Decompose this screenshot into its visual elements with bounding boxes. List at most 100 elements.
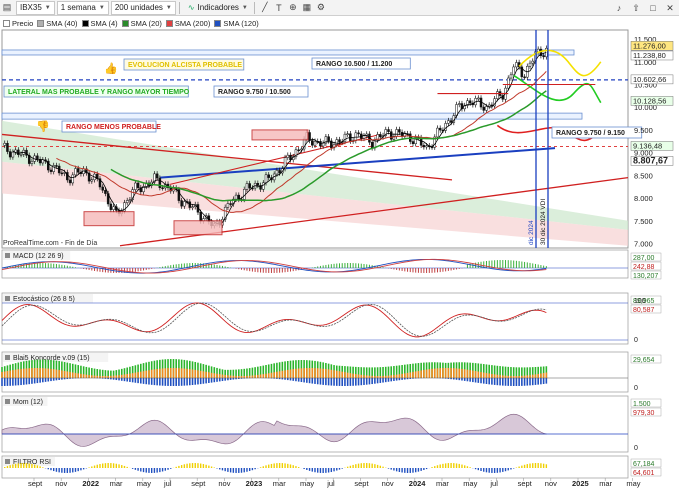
- candle-body: [226, 203, 230, 208]
- indicators-button[interactable]: ∿ Indicadores ▼: [185, 1, 251, 15]
- zoom-icon[interactable]: ⊕: [289, 2, 297, 12]
- price-tag-label: 10.602,66: [633, 75, 666, 84]
- candle-body: [155, 173, 159, 179]
- candle-body: [11, 151, 15, 158]
- box-2023: [251, 129, 309, 141]
- time-axis-label: mar: [273, 479, 286, 488]
- candle-body: [330, 140, 333, 149]
- symbol-selector[interactable]: IBX35 ▼: [16, 0, 55, 15]
- share-icon[interactable]: ⇧: [632, 2, 640, 13]
- legend-item[interactable]: SMA (4): [81, 18, 118, 28]
- period-selector[interactable]: 1 semana ▼: [56, 0, 109, 15]
- candle-body: [256, 182, 260, 186]
- candle-body: [17, 149, 20, 155]
- instrument-icon[interactable]: ▤: [2, 2, 12, 12]
- text-tool-icon[interactable]: T: [276, 2, 282, 13]
- grid-icon[interactable]: ▦: [302, 2, 312, 12]
- legend-item[interactable]: Precio: [3, 19, 33, 28]
- candle-body: [177, 189, 181, 201]
- candle-body: [335, 139, 339, 145]
- candle-body: [392, 135, 396, 140]
- indicator-title-bg: [3, 353, 109, 362]
- indicator-value-tag: 287,00: [630, 252, 662, 262]
- candle-body: [123, 202, 126, 212]
- source-label: ProRealTime.com - Fin de Día: [3, 240, 97, 247]
- chevron-down-icon: ▼: [98, 4, 105, 11]
- indicator-title: Blai5 Koncorde v.09 (15): [13, 355, 90, 362]
- units-selector[interactable]: 200 unidades ▼: [110, 0, 176, 15]
- low-box-2022b: [173, 220, 223, 236]
- price-tag-box: [630, 96, 674, 106]
- candle-body: [71, 174, 75, 184]
- candle-body: [379, 134, 382, 138]
- legend-item[interactable]: SMA (200): [165, 19, 210, 28]
- candle-body: [376, 134, 379, 141]
- bell-icon[interactable]: ♪: [616, 3, 622, 13]
- candle-body: [278, 170, 281, 174]
- candle-body: [6, 142, 9, 152]
- candle-body: [531, 60, 534, 64]
- indicator-panel-frame: [1, 249, 629, 279]
- settings-icon[interactable]: ⚙: [316, 2, 325, 12]
- indicator-value-tag: 89,965: [630, 295, 662, 305]
- candle-body: [283, 157, 287, 169]
- time-axis-label: sept: [28, 479, 43, 488]
- annotation-rango-bajo: RANGO 9.750 / 9.150: [551, 126, 643, 139]
- candle-body: [180, 200, 183, 207]
- candle-body: [370, 141, 374, 149]
- indicator-axis-label: 0: [634, 385, 638, 392]
- candle-body: [512, 66, 515, 76]
- close-icon[interactable]: ✕: [666, 2, 674, 13]
- price-tag-box: [630, 156, 674, 166]
- time-axis-label: jul: [163, 479, 172, 488]
- candle-body: [104, 190, 107, 194]
- time-axis-label: sept: [354, 479, 369, 488]
- time-axis-label: may: [300, 479, 314, 488]
- chevron-down-icon: ▼: [44, 4, 51, 11]
- candle-body: [49, 169, 53, 172]
- maximize-icon[interactable]: □: [650, 3, 656, 13]
- price-tag-label: 11.276,00: [633, 41, 666, 50]
- draw-line-icon[interactable]: ╱: [262, 2, 268, 12]
- candle-body: [229, 203, 232, 205]
- price-axis-label: 8.000: [634, 194, 653, 203]
- candle-body: [52, 165, 55, 172]
- candle-body: [395, 129, 398, 137]
- candle-body: [520, 66, 524, 78]
- price-axis-label: 7.000: [634, 239, 653, 248]
- candle-body: [112, 206, 115, 210]
- price-axis-label: 11.500: [634, 35, 656, 44]
- legend-item[interactable]: SMA (40): [37, 18, 78, 28]
- indicator-collapse-icon: [5, 296, 10, 301]
- legend-item[interactable]: SMA (120): [214, 19, 259, 28]
- price-tag: 10.602,66: [630, 74, 674, 85]
- time-axis-label: mar: [110, 479, 123, 488]
- price-tag-box: [630, 41, 674, 51]
- candle-body: [324, 136, 328, 144]
- candle-body: [275, 170, 279, 175]
- indicator-value-box: [630, 270, 662, 280]
- candle-body: [199, 211, 202, 222]
- indicator-value: 67,184: [633, 461, 655, 468]
- candle-body: [66, 172, 69, 181]
- candle-body: [411, 141, 415, 144]
- resistance-box: [1, 49, 575, 56]
- legend-swatch: [37, 19, 45, 27]
- time-axis-label: 2022: [82, 479, 99, 488]
- annotation-text: RANGO 9.750 / 9.150: [556, 130, 625, 137]
- indicator-title: Mom (12): [13, 399, 43, 406]
- candle-body: [223, 206, 227, 220]
- indicator-title: Estocástico (26 8 5): [13, 296, 75, 303]
- time-axis-label: jul: [326, 479, 335, 488]
- price-tag-box: [630, 50, 674, 61]
- time-axis-label: nov: [55, 479, 67, 488]
- sma-40-line: [110, 90, 547, 202]
- period-label: 1 semana: [60, 3, 96, 12]
- candle-body: [245, 183, 249, 190]
- low-box-2022: [83, 211, 135, 227]
- legend-label: SMA (40): [46, 18, 78, 28]
- legend-label: SMA (4): [90, 18, 118, 28]
- annotation-menos: RANGO MENOS PROBABLE: [61, 120, 161, 133]
- legend-item[interactable]: SMA (20): [121, 19, 162, 28]
